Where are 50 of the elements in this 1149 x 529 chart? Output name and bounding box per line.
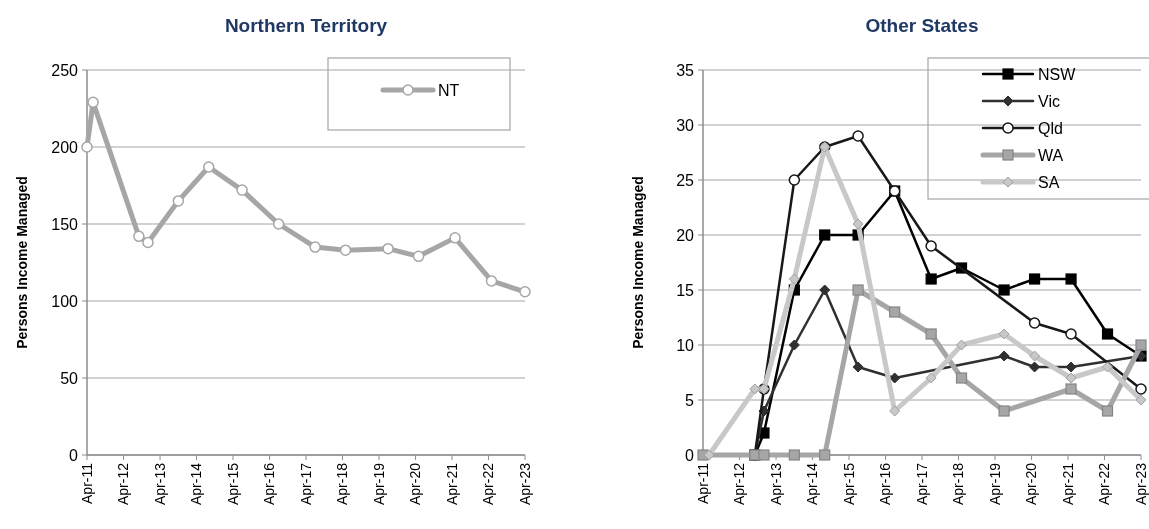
x-tick-label: Apr-12 bbox=[731, 462, 748, 506]
y-tick-label: 50 bbox=[60, 369, 79, 387]
y-tick-label: 20 bbox=[676, 226, 695, 244]
y-tick-label: 0 bbox=[685, 446, 695, 464]
x-tick-label: Apr-23 bbox=[516, 462, 533, 506]
chart-title: Other States bbox=[865, 15, 979, 36]
x-tick-label: Apr-19 bbox=[986, 462, 1003, 506]
y-tick-label: 200 bbox=[51, 138, 79, 156]
x-tick-label: Apr-19 bbox=[370, 462, 387, 506]
legend-label: SA bbox=[1038, 173, 1060, 191]
legend-label: NT bbox=[438, 81, 460, 99]
x-tick-label: Apr-13 bbox=[151, 462, 168, 506]
y-tick-label: 30 bbox=[676, 116, 695, 134]
x-tick-label: Apr-18 bbox=[334, 462, 351, 506]
x-tick-label: Apr-12 bbox=[115, 462, 132, 506]
x-tick-label: Apr-21 bbox=[443, 462, 460, 506]
y-axis-title: Persons Income Managed bbox=[14, 176, 30, 349]
legend-label: Qld bbox=[1038, 119, 1063, 137]
x-tick-label: Apr-16 bbox=[261, 462, 278, 506]
x-tick-label: Apr-15 bbox=[224, 462, 241, 506]
x-tick-label: Apr-13 bbox=[767, 462, 784, 506]
x-tick-label: Apr-17 bbox=[913, 462, 930, 506]
x-tick-label: Apr-11 bbox=[694, 462, 711, 504]
x-tick-label: Apr-22 bbox=[480, 462, 497, 506]
y-tick-label: 150 bbox=[51, 215, 79, 233]
legend-label: Vic bbox=[1038, 92, 1060, 110]
y-tick-label: 0 bbox=[69, 446, 79, 464]
x-tick-label: Apr-23 bbox=[1132, 462, 1149, 506]
x-tick-label: Apr-15 bbox=[840, 462, 857, 506]
y-tick-label: 100 bbox=[51, 292, 79, 310]
x-tick-label: Apr-11 bbox=[78, 462, 95, 504]
x-tick-label: Apr-17 bbox=[297, 462, 314, 506]
x-tick-label: Apr-18 bbox=[950, 462, 967, 506]
y-tick-label: 15 bbox=[676, 281, 695, 299]
x-tick-label: Apr-21 bbox=[1059, 462, 1076, 506]
x-tick-label: Apr-20 bbox=[1023, 462, 1040, 506]
legend-label: WA bbox=[1038, 146, 1064, 164]
y-axis-title: Persons Income Managed bbox=[630, 176, 646, 349]
y-tick-label: 25 bbox=[676, 171, 695, 189]
legend-label: NSW bbox=[1038, 65, 1077, 83]
x-tick-label: Apr-14 bbox=[188, 462, 205, 506]
x-tick-label: Apr-20 bbox=[407, 462, 424, 506]
y-tick-label: 250 bbox=[51, 61, 79, 79]
x-tick-label: Apr-22 bbox=[1096, 462, 1113, 506]
x-tick-label: Apr-14 bbox=[804, 462, 821, 506]
chart-title: Northern Territory bbox=[224, 15, 388, 36]
y-tick-label: 35 bbox=[676, 61, 695, 79]
x-tick-label: Apr-16 bbox=[877, 462, 894, 506]
y-tick-label: 5 bbox=[685, 391, 695, 409]
y-tick-label: 10 bbox=[676, 336, 695, 354]
